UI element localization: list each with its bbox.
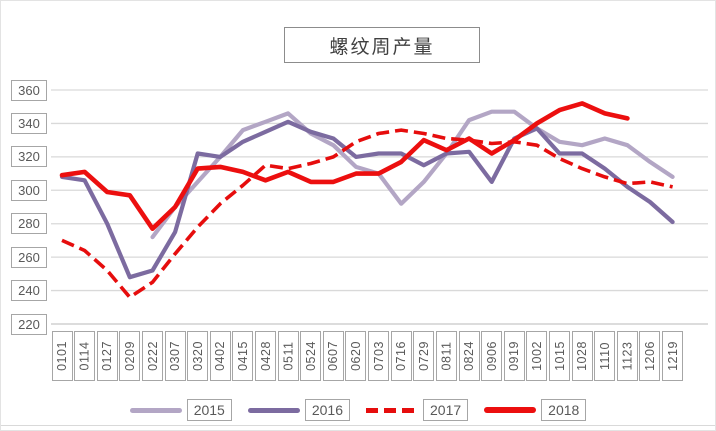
y-axis-label: 300	[11, 179, 47, 201]
x-axis-label: 0511	[277, 331, 299, 381]
legend-label: 2015	[186, 399, 232, 421]
x-axis-label: 0428	[255, 331, 277, 381]
legend: 2015 2016 2017 2018	[1, 397, 715, 423]
x-axis-label: 0320	[187, 331, 209, 381]
x-axis-label: 1110	[594, 331, 616, 381]
x-axis-label: 1028	[571, 331, 593, 381]
x-axis-label: 0415	[232, 331, 254, 381]
chart-title: 螺纹周产量	[284, 27, 480, 63]
x-axis-label: 0307	[164, 331, 186, 381]
x-axis-label: 0222	[141, 331, 163, 381]
x-axis-label: 0906	[481, 331, 503, 381]
y-axis-label: 360	[11, 79, 47, 101]
legend-label: 2016	[304, 399, 350, 421]
legend-item-2016: 2016	[247, 399, 350, 421]
legend-line-swatch	[247, 407, 300, 413]
x-axis-label: 0209	[119, 331, 141, 381]
series-line-2016	[59, 119, 675, 280]
x-axis-label: 1206	[639, 331, 661, 381]
x-axis-label: 0402	[209, 331, 231, 381]
x-axis-label: 1219	[662, 331, 684, 381]
legend-line-swatch	[484, 407, 537, 413]
y-axis-label: 280	[11, 213, 47, 235]
legend-line-swatch	[366, 407, 418, 413]
y-axis-label: 320	[11, 146, 47, 168]
x-axis-label: 1002	[526, 331, 548, 381]
legend-item-2018: 2018	[484, 399, 587, 421]
x-axis-label: 0607	[322, 331, 344, 381]
y-axis-label: 220	[11, 313, 47, 335]
legend-label: 2018	[541, 399, 587, 421]
y-axis-label: 340	[11, 112, 47, 134]
x-axis-label: 0703	[368, 331, 390, 381]
y-axis-label: 240	[11, 280, 47, 302]
series-line-2018	[59, 101, 630, 231]
x-axis-label: 0919	[503, 331, 525, 381]
legend-item-2015: 2015	[129, 399, 232, 421]
x-axis-label: 0824	[458, 331, 480, 381]
x-axis-label: 1015	[549, 331, 571, 381]
x-axis-label: 0729	[413, 331, 435, 381]
x-axis-label: 0127	[96, 331, 118, 381]
x-axis-label: 0101	[51, 331, 73, 381]
x-axis-label: 1123	[616, 331, 638, 381]
series-line-2017	[61, 128, 673, 300]
y-axis-label: 260	[11, 246, 47, 268]
legend-label: 2017	[423, 399, 469, 421]
x-axis-label: 0811	[435, 331, 457, 381]
x-axis-label: 0620	[345, 331, 367, 381]
bottom-divider	[1, 425, 715, 426]
x-axis-label: 0114	[74, 331, 96, 381]
legend-line-swatch	[129, 407, 182, 413]
x-axis-label: 0524	[300, 331, 322, 381]
series-line-2015	[150, 109, 675, 240]
x-axis-label: 0716	[390, 331, 412, 381]
legend-item-2017: 2017	[366, 399, 469, 421]
